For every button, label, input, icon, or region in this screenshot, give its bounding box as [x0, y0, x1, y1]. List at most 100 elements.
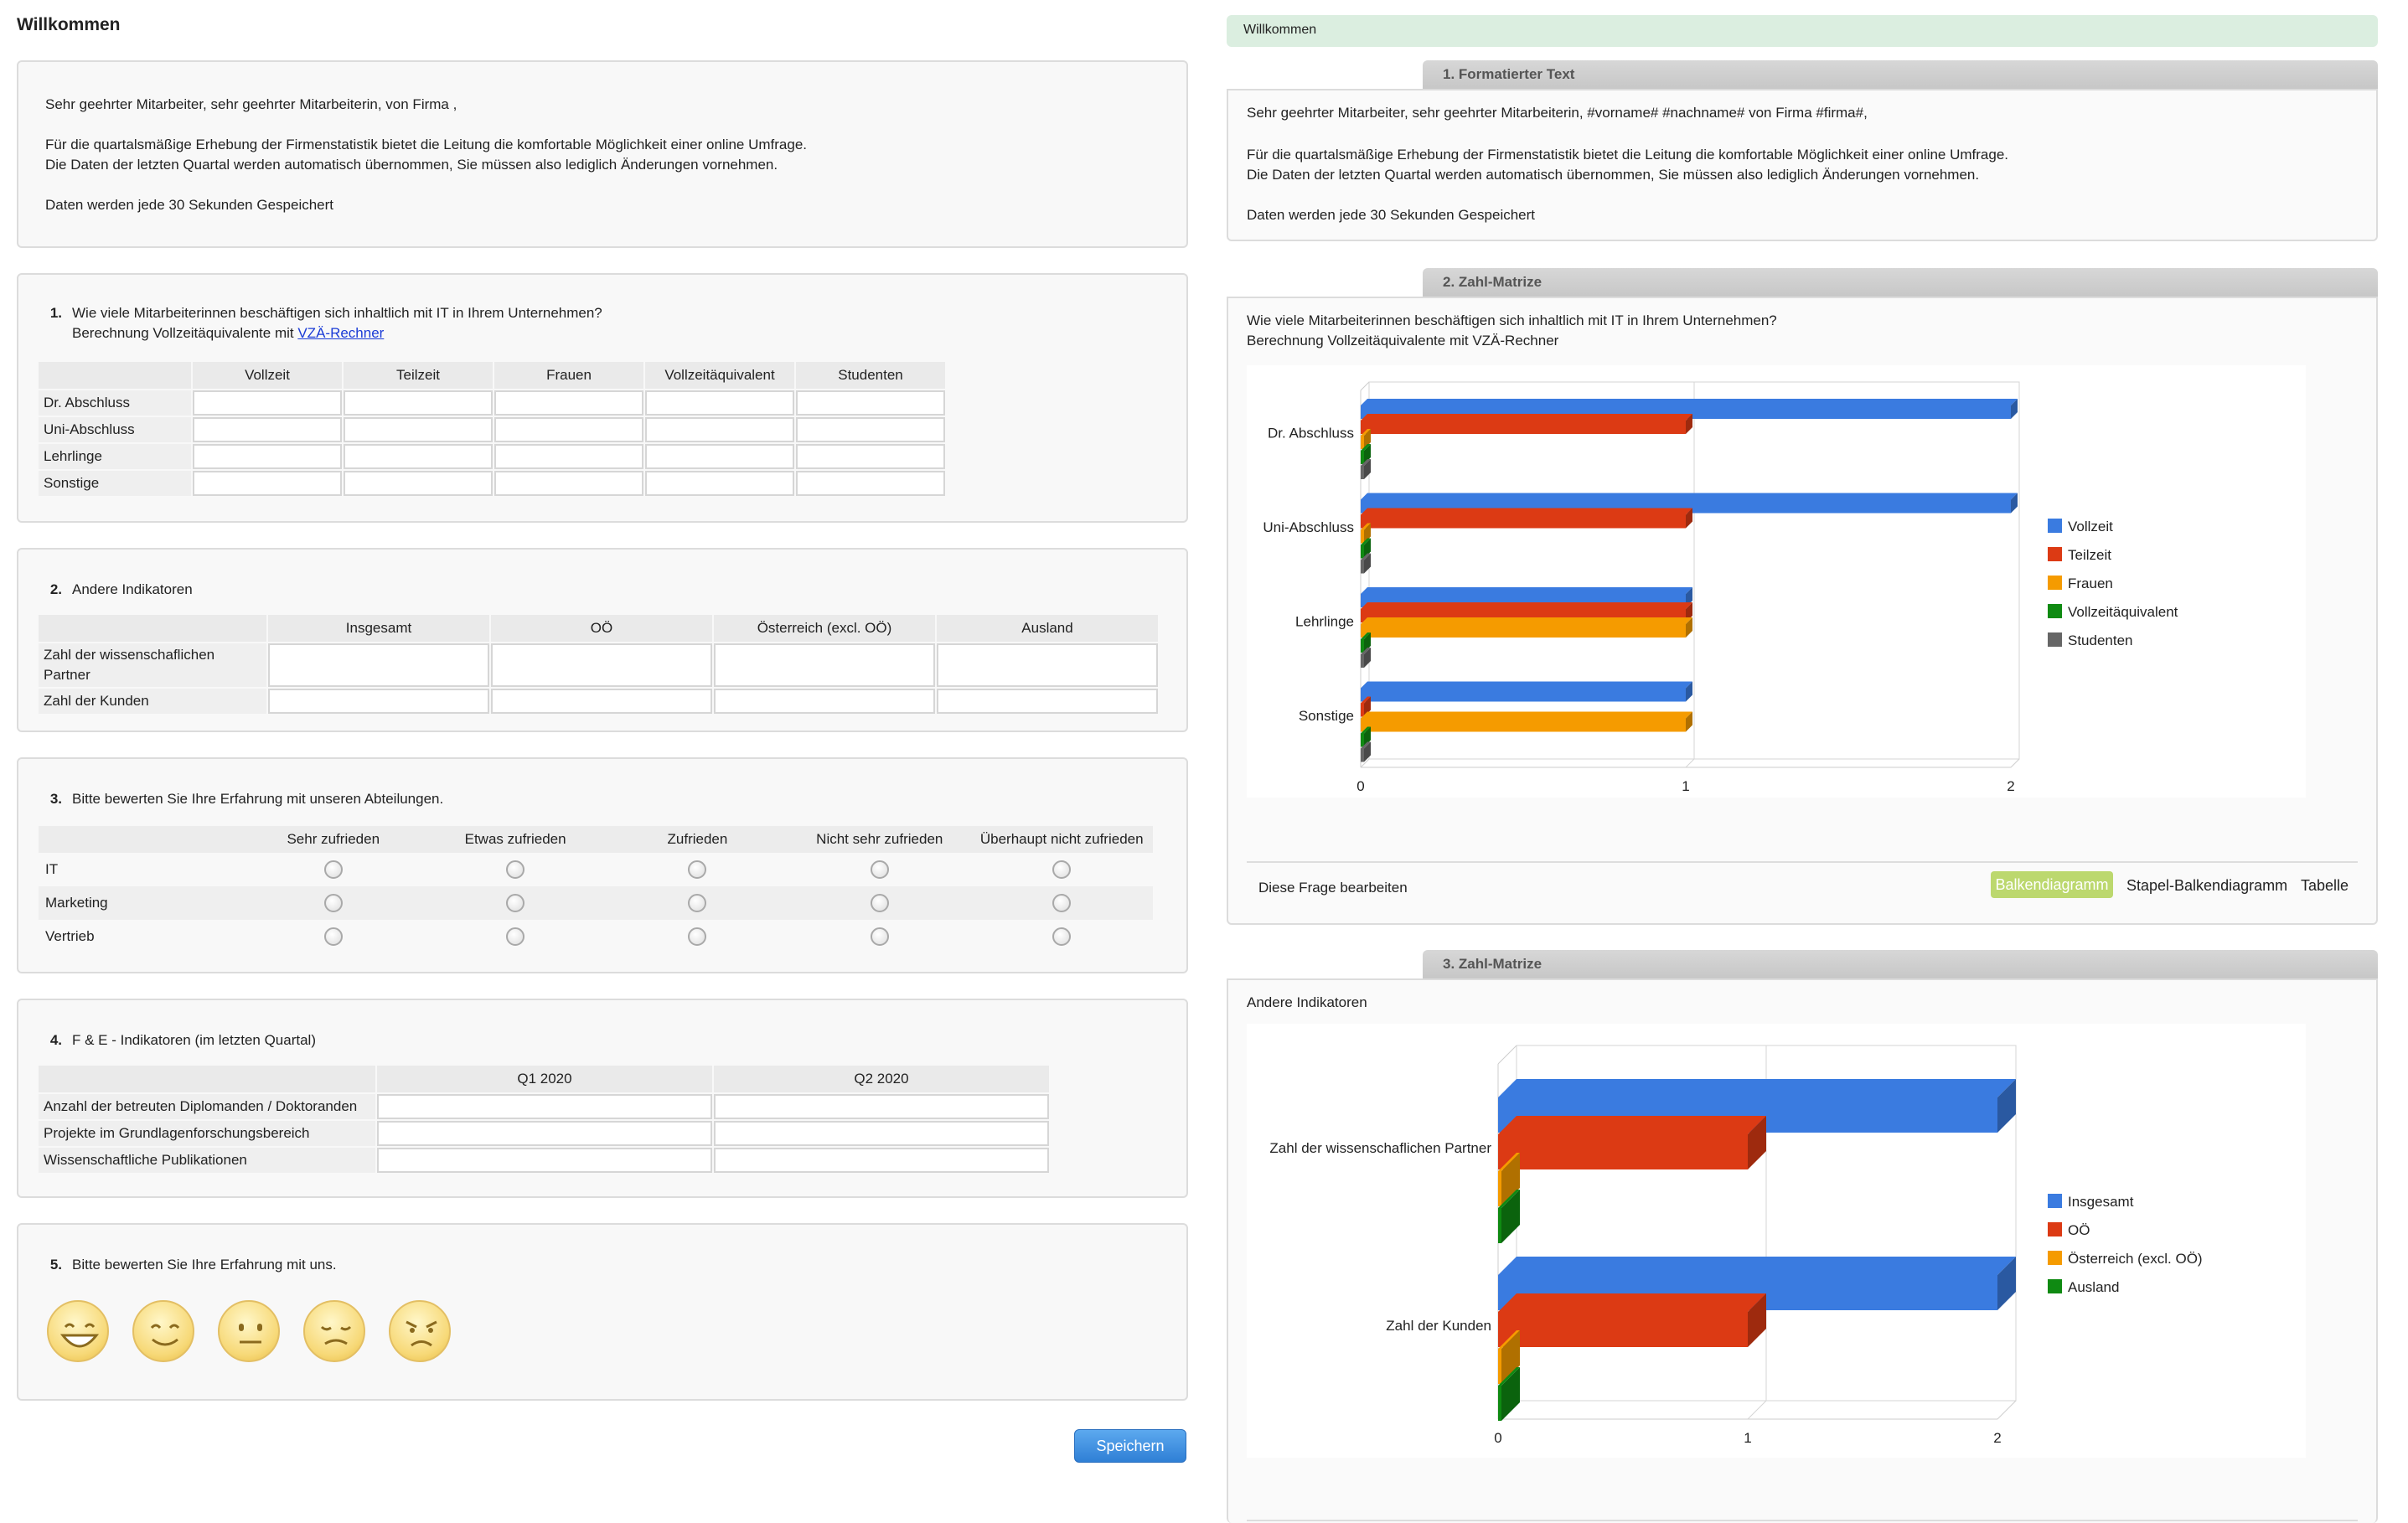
number-input[interactable]: [937, 643, 1158, 687]
x-tick-label: 1: [1744, 1430, 1751, 1446]
number-input[interactable]: [344, 471, 493, 496]
bar-top: [1361, 414, 1692, 421]
number-input[interactable]: [377, 1094, 712, 1119]
radio-button[interactable]: [688, 894, 707, 912]
radio-button[interactable]: [870, 894, 889, 912]
intro-line3: Daten werden jede 30 Sekunden Gespeicher…: [45, 197, 334, 213]
col-header: Q1 2020: [377, 1066, 712, 1092]
legend-label: Ausland: [2068, 1279, 2119, 1295]
question-1-heading: 1. Wie viele Mitarbeiterinnen beschäftige…: [42, 303, 602, 323]
row-label: Zahl der Kunden: [39, 689, 266, 714]
number-input[interactable]: [193, 417, 342, 442]
col-header: Sehr zufrieden: [242, 826, 425, 853]
legend-swatch: [2048, 632, 2062, 647]
col-header: Studenten: [796, 362, 945, 389]
legend-label: Insgesamt: [2068, 1194, 2134, 1210]
x-tick-label: 1: [1682, 778, 1689, 794]
number-input[interactable]: [714, 689, 935, 714]
bar: [1361, 421, 1686, 434]
number-input[interactable]: [796, 444, 945, 469]
radio-button[interactable]: [506, 894, 525, 912]
bar-side: [1686, 617, 1692, 638]
number-input[interactable]: [193, 444, 342, 469]
radio-button[interactable]: [870, 927, 889, 946]
question-text: Bitte bewerten Sie Ihre Erfahrung mit un…: [72, 1257, 337, 1273]
number-input[interactable]: [645, 417, 794, 442]
radio-button[interactable]: [688, 860, 707, 879]
legend-swatch: [2048, 519, 2062, 533]
radio-button[interactable]: [1052, 860, 1072, 879]
neutral-smiley-icon[interactable]: [218, 1300, 280, 1362]
angry-smiley-icon[interactable]: [389, 1300, 451, 1362]
number-input[interactable]: [645, 390, 794, 416]
view-bar-chart-button[interactable]: Balkendiagramm: [1991, 871, 2113, 898]
number-input[interactable]: [491, 689, 712, 714]
number-input[interactable]: [377, 1121, 712, 1146]
sad-smiley-icon[interactable]: [303, 1300, 365, 1362]
question-3-heading: 3. Bitte bewerten Sie Ihre Erfahrung mit …: [42, 789, 443, 809]
bar-top: [1498, 1257, 2016, 1275]
number-input[interactable]: [377, 1148, 712, 1173]
number-input[interactable]: [714, 1148, 1049, 1173]
radio-button[interactable]: [1052, 927, 1072, 946]
number-input[interactable]: [937, 689, 1158, 714]
number-input[interactable]: [491, 643, 712, 687]
col-header: Ausland: [937, 615, 1158, 642]
bar-side: [2011, 493, 2018, 514]
bar-top: [1498, 1153, 1520, 1171]
vza-rechner-link[interactable]: VZÄ-Rechner: [297, 325, 385, 341]
very-happy-smiley-icon[interactable]: [47, 1300, 109, 1362]
radio-button[interactable]: [688, 927, 707, 946]
col-header: Überhaupt nicht zufrieden: [970, 826, 1153, 853]
number-input[interactable]: [193, 390, 342, 416]
bar-top: [1361, 459, 1371, 466]
x-tick-label: 2: [1993, 1430, 2001, 1446]
bar-top: [1361, 493, 2018, 500]
bar-side: [1686, 508, 1692, 529]
section-1-tab[interactable]: 1. Formatierter Text: [1423, 60, 2378, 89]
bar: [1498, 1386, 1501, 1421]
number-input[interactable]: [796, 390, 945, 416]
bar-top: [1361, 399, 2018, 405]
edit-question-link[interactable]: Diese Frage bearbeiten: [1258, 880, 1408, 896]
bar-top: [1498, 1367, 1520, 1386]
question-3-panel: 3. Bitte bewerten Sie Ihre Erfahrung mit …: [17, 757, 1188, 973]
x-tick-label: 0: [1494, 1430, 1501, 1446]
number-input[interactable]: [344, 444, 493, 469]
number-input[interactable]: [714, 1094, 1049, 1119]
bar-top: [1361, 538, 1371, 545]
number-input[interactable]: [268, 643, 489, 687]
number-input[interactable]: [193, 471, 342, 496]
number-input[interactable]: [494, 471, 643, 496]
legend-swatch: [2048, 1194, 2062, 1208]
category-label: Sonstige: [1299, 708, 1354, 724]
number-input[interactable]: [494, 417, 643, 442]
view-table-button[interactable]: Tabelle: [2301, 877, 2349, 894]
section-2-tab[interactable]: 2. Zahl-Matrize: [1423, 268, 2378, 297]
number-input[interactable]: [714, 1121, 1049, 1146]
number-input[interactable]: [344, 417, 493, 442]
radio-button[interactable]: [506, 860, 525, 879]
radio-button[interactable]: [1052, 894, 1072, 912]
col-header: Zufrieden: [606, 826, 789, 853]
save-button[interactable]: Speichern: [1074, 1429, 1186, 1463]
number-input[interactable]: [714, 643, 935, 687]
number-input[interactable]: [494, 390, 643, 416]
radio-button[interactable]: [323, 927, 343, 946]
number-input[interactable]: [344, 390, 493, 416]
number-input[interactable]: [796, 417, 945, 442]
radio-button[interactable]: [323, 860, 343, 879]
number-input[interactable]: [494, 444, 643, 469]
section-3-tab[interactable]: 3. Zahl-Matrize: [1423, 950, 2378, 978]
number-input[interactable]: [796, 471, 945, 496]
chart-2: 0 1 2 Zahl der wissenschaflichen Partner Zah…: [1269, 1045, 2203, 1446]
bar-top: [1498, 1116, 1766, 1134]
radio-button[interactable]: [870, 860, 889, 879]
number-input[interactable]: [645, 471, 794, 496]
number-input[interactable]: [645, 444, 794, 469]
number-input[interactable]: [268, 689, 489, 714]
radio-button[interactable]: [323, 894, 343, 912]
radio-button[interactable]: [506, 927, 525, 946]
happy-smiley-icon[interactable]: [132, 1300, 194, 1362]
view-stacked-bar-button[interactable]: Stapel-Balkendiagramm: [2126, 877, 2288, 894]
